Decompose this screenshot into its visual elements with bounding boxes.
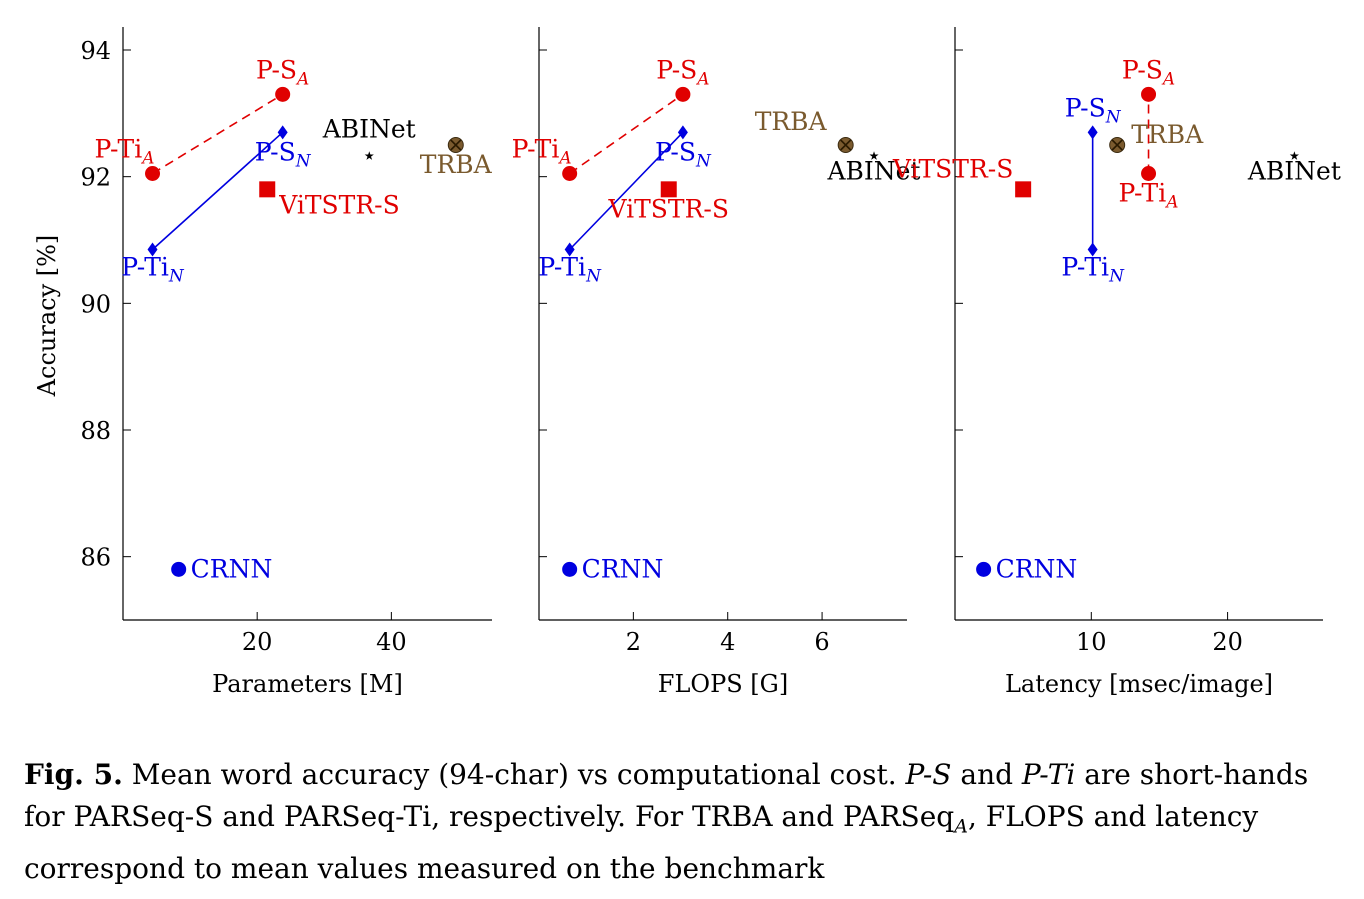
x-tick-label: 40 [376, 628, 407, 656]
data-point-square [660, 181, 677, 198]
point-label: ABINet [322, 114, 416, 143]
x-tick-label: 10 [1076, 628, 1107, 656]
point-label: TRBA [1131, 120, 1204, 149]
data-point-otimes-cross [1111, 139, 1123, 151]
point-label: ViTSTR-S [278, 190, 399, 219]
point-label: P-TiN [121, 253, 185, 287]
x-axis-label: Parameters [M] [212, 670, 403, 698]
point-label: ABINet [826, 156, 920, 185]
point-label: P-SN [255, 137, 312, 171]
point-label: CRNN [582, 554, 664, 583]
caption-subscript-a: A [954, 815, 968, 838]
caption-label: Fig. 5. [24, 758, 123, 791]
y-tick-label: 88 [80, 417, 111, 445]
data-point-circle [1141, 166, 1157, 181]
series-line [151, 131, 284, 251]
caption-ps-italic: P-S [905, 758, 952, 791]
point-label: P-SN [655, 137, 712, 171]
panel-latency: 10 20 Latency [msec/image] P-TiA P-SA P-TiN P-… [892, 27, 1341, 698]
data-point-diamond [1087, 125, 1098, 140]
point-label: P-TiA [512, 135, 572, 169]
data-point-otimes-cross [450, 139, 462, 151]
data-point-diamond [1087, 242, 1098, 257]
point-label: P-SA [1122, 55, 1175, 89]
x-tick-label: 20 [242, 628, 273, 656]
data-point-star: ⋆ [362, 141, 377, 169]
data-point-circle [562, 166, 578, 181]
data-point-otimes-cross [840, 139, 852, 151]
caption-text-3: are short-hands for PARSeq-S and PARSeq-… [24, 758, 1309, 833]
data-point-square [259, 181, 276, 198]
series-line [569, 131, 684, 251]
point-label: P-SA [656, 55, 709, 89]
data-point-otimes [447, 137, 464, 153]
data-point-square [1015, 181, 1032, 198]
point-label: ABINet [1247, 156, 1341, 185]
series-line [569, 93, 684, 175]
data-point-circle [171, 561, 187, 577]
data-point-circle [976, 561, 992, 577]
x-axis-label: FLOPS [G] [658, 670, 788, 698]
series-line [152, 93, 284, 175]
panel-parameters: 86 88 90 92 94 20 40 Parameters [M] Accuracy [%]… [33, 27, 493, 698]
data-point-circle [562, 561, 578, 577]
y-tick-label: 94 [80, 37, 111, 65]
point-label: P-TiA [95, 135, 155, 169]
figure-three-panel-scatter: 86 88 90 92 94 20 40 Parameters [M] Accuracy [%]… [33, 27, 1341, 698]
point-label: ViTSTR-S [892, 154, 1013, 183]
x-tick-label: 20 [1212, 628, 1243, 656]
data-point-diamond [147, 242, 158, 257]
panel-flops: 2 4 6 FLOPS [G] P-TiA P-SA P-TiN P-SN ViTSTR-S CR… [512, 27, 920, 698]
point-label: CRNN [996, 554, 1078, 583]
point-label: TRBA [420, 150, 493, 179]
y-tick-label: 90 [80, 290, 111, 318]
point-label: TRBA [755, 107, 828, 136]
data-point-star: ⋆ [1287, 141, 1302, 169]
x-tick-label: 4 [720, 628, 735, 656]
y-tick-label: 86 [80, 544, 111, 572]
x-axis-label: Latency [msec/image] [1005, 670, 1273, 698]
point-label: P-TiN [1061, 253, 1125, 287]
data-point-circle [145, 166, 161, 181]
x-tick-label: 6 [814, 628, 829, 656]
data-point-circle [675, 86, 691, 102]
data-point-star: ⋆ [866, 141, 881, 169]
y-tick-label: 92 [80, 164, 111, 192]
caption-text-4: , FLOPS and latency correspond to mean v… [24, 800, 1259, 885]
point-label: P-SA [256, 55, 309, 89]
point-label: CRNN [191, 554, 273, 583]
figure-caption: Fig. 5. Mean word accuracy (94-char) vs … [24, 754, 1344, 890]
data-point-diamond [677, 125, 688, 140]
caption-text-1: Mean word accuracy (94-char) vs computat… [122, 758, 906, 791]
point-label: ViTSTR-S [608, 194, 729, 223]
point-label: P-TiA [1119, 179, 1179, 213]
data-point-otimes [1109, 137, 1126, 153]
x-tick-label: 2 [626, 628, 641, 656]
data-point-circle [1141, 86, 1157, 102]
data-point-circle [275, 86, 291, 102]
caption-pti-italic: P-Ti [1021, 758, 1076, 791]
data-point-diamond [564, 242, 575, 257]
caption-text-2: and [951, 758, 1022, 791]
data-point-otimes [837, 137, 854, 153]
y-axis-label: Accuracy [%] [33, 235, 61, 398]
point-label: P-SN [1065, 93, 1122, 127]
data-point-diamond [277, 125, 288, 140]
point-label: P-TiN [538, 253, 602, 287]
